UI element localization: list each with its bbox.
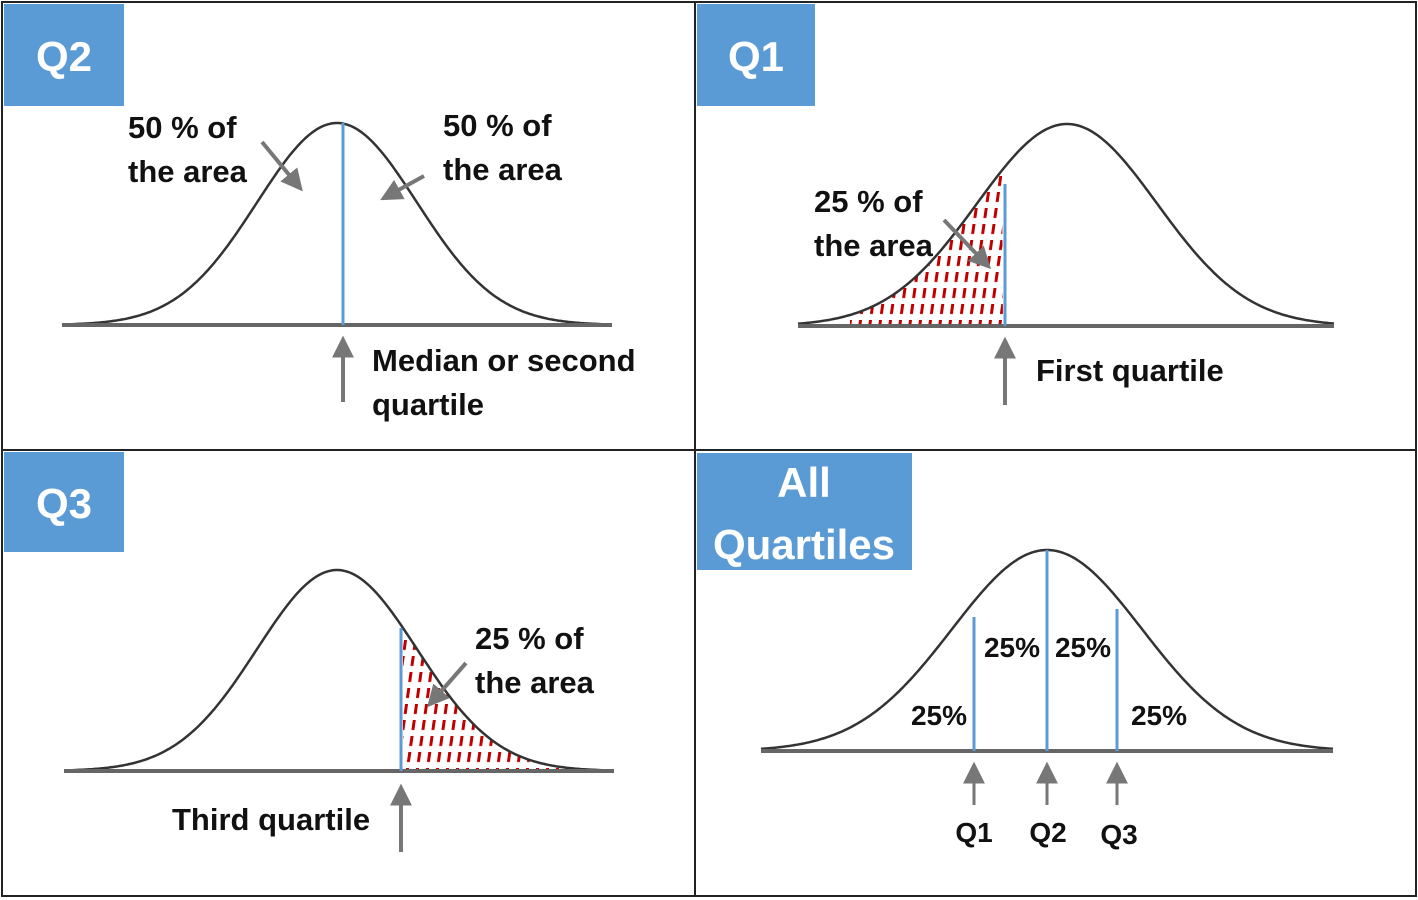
- q2-right-label-line2: the area: [443, 152, 563, 187]
- q1-area-arrow: [942, 218, 992, 270]
- q3-area-label-line2: the area: [475, 665, 595, 700]
- all-segment-label-4: 25%: [1131, 700, 1187, 731]
- q2-left-arrow: [260, 140, 303, 192]
- q3-title: Q3: [36, 480, 92, 527]
- q2-title: Q2: [36, 33, 92, 80]
- panel-q3: Q3 25 % of the area Third quartile: [4, 452, 614, 852]
- q3-title-box: [4, 452, 124, 552]
- q2-normal-curve: [61, 121, 613, 326]
- all-segment-label-3: 25%: [1055, 632, 1111, 663]
- q1-shaded-area: [850, 170, 1003, 326]
- all-title-box: [697, 453, 912, 570]
- q1-normal-curve: [797, 122, 1335, 325]
- q3-area-arrow: [427, 661, 468, 708]
- q2-right-label-line1: 50 % of: [443, 108, 552, 143]
- all-segment-label-2: 25%: [984, 632, 1040, 663]
- q1-area-label-line1: 25 % of: [814, 184, 923, 219]
- q3-normal-curve: [64, 568, 614, 772]
- all-title-line1: All: [777, 459, 831, 506]
- q3-marker-label: Third quartile: [172, 802, 370, 837]
- panel-q1: Q1 25 % of the area First quartile: [697, 4, 1335, 405]
- panel-q2: Q2 50 % of the area 50 % of the area Med…: [4, 4, 636, 422]
- all-marker-label-q1: Q1: [955, 817, 992, 848]
- panel-all-quartiles: All Quartiles 25% 25% 25% 25% Q1 Q2 Q3: [697, 453, 1334, 850]
- q3-shaded-area: [403, 628, 560, 771]
- q1-title: Q1: [728, 33, 784, 80]
- q2-marker-label-line2: quartile: [372, 387, 484, 422]
- all-marker-label-q2: Q2: [1029, 817, 1066, 848]
- all-marker-label-q3: Q3: [1100, 819, 1137, 850]
- q3-area-label-line1: 25 % of: [475, 621, 584, 656]
- q2-marker-label-line1: Median or second: [372, 343, 636, 378]
- q1-area-label-line2: the area: [814, 228, 934, 263]
- q2-left-label-line1: 50 % of: [128, 110, 237, 145]
- all-title-line2: Quartiles: [713, 521, 895, 568]
- all-segment-label-1: 25%: [911, 700, 967, 731]
- q1-marker-label: First quartile: [1036, 353, 1224, 388]
- q2-right-arrow: [380, 174, 425, 201]
- q1-title-box: [697, 4, 815, 106]
- q2-title-box: [4, 4, 124, 106]
- q2-left-label-line2: the area: [128, 154, 248, 189]
